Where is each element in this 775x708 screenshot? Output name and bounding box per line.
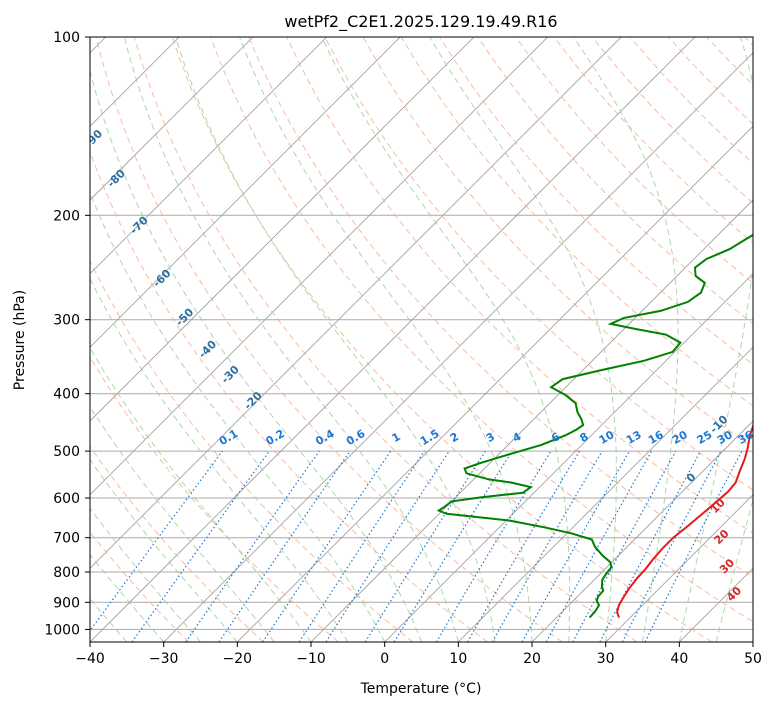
mixing-ratio-line [262,450,392,642]
isotherm-line [384,273,753,642]
isotherm-line [90,37,254,201]
dry-adiabat-line [133,37,638,642]
y-tick-label: 700 [53,531,80,547]
moist-adiabats [90,37,753,642]
mixing-ratio-line [572,450,677,642]
isotherm-line [237,125,753,642]
y-tick-label: 100 [53,30,80,46]
y-tick-label: 500 [53,444,80,460]
chart-title: wetPf2_C2E1.2025.129.19.49.R16 [284,12,557,32]
dry-adiabat-line [171,37,712,642]
dry-adiabat-line [90,356,339,642]
mixing-ratio-line [131,450,270,642]
isotherm-line [90,37,327,275]
isotherm-line [605,494,753,642]
x-tick-label: 30 [597,651,615,667]
plot-area: 0.10.20.40.611.52346810131620253036-100-… [90,37,756,642]
moist-adiabat-line [715,497,753,642]
moist-adiabat-line [678,37,753,642]
moist-adiabat-line [175,37,496,642]
isotherm-grid [90,37,753,642]
moist-adiabat-line [90,458,238,642]
x-tick-label: −10 [296,651,326,667]
moist-adiabat-line [90,346,312,642]
dry-adiabat-line [324,37,753,491]
plot-frame [89,36,754,643]
isotherm-line [90,37,475,422]
y-tick-label: 300 [53,313,80,329]
y-axis-label: Pressure (hPa) [12,290,28,390]
isotherm-line [90,37,622,569]
moist-adiabat-line [90,191,386,642]
moist-adiabat-line [90,553,165,642]
isotherm-line [90,37,401,348]
moist-adiabat-line [123,37,459,642]
mixing-ratio-line [298,450,425,642]
dry-adiabat-line [515,37,753,284]
mixing-ratio-line [185,450,320,642]
dry-adiabat-line [90,259,414,642]
mixing-ratio-line [90,450,223,632]
moist-adiabat-line [429,37,617,642]
mixing-ratio-line [545,450,653,642]
mixing-ratio-line [521,450,631,642]
x-axis-ticks: −40 −30 −20 −10 0 10 20 30 40 50 [75,642,762,667]
mixing-ratio-line [393,450,513,642]
x-tick-label: −30 [149,651,179,667]
isotherm-line [163,52,753,642]
mixing-ratio-line [218,450,351,642]
moist-adiabat-line [321,37,571,642]
y-tick-label: 1000 [44,622,80,638]
isotherm-line [90,37,548,496]
dry-adiabat-line [248,37,753,578]
y-tick-label: 600 [53,491,80,507]
y-tick-label: 400 [53,387,80,403]
moist-adiabat-line [90,507,201,642]
x-tick-label: −20 [223,651,253,667]
isotherm-line [531,420,753,642]
isotherm-line [458,346,753,642]
y-tick-label: 900 [53,595,80,611]
dry-adiabat-line [286,37,753,534]
moist-adiabat-line [573,37,679,642]
x-tick-label: 40 [670,651,688,667]
dewpoint-profile-line [436,233,753,619]
sounding-series [436,233,753,619]
mixing-ratio-line [644,450,743,642]
dry-adiabat-line [90,445,264,642]
moist-adiabat-line [90,68,422,642]
y-axis-ticks: 100 200 300 400 500 600 700 800 900 1000 [44,30,90,638]
x-tick-label: −40 [75,651,105,667]
mixing-ratio-lines [90,450,743,642]
moist-adiabat-line [90,597,128,642]
x-tick-label: 50 [744,651,762,667]
y-tick-label: 800 [53,565,80,581]
x-axis-label: Temperature (°C) [360,681,482,697]
moist-adiabat-line [239,37,533,642]
temperature-profile-line [616,423,753,618]
x-tick-label: 20 [523,651,541,667]
dry-adiabats [90,37,753,642]
x-tick-label: 10 [449,651,467,667]
mixing-ratio-label: 36 [736,428,756,447]
mixing-ratio-line [325,450,450,642]
y-tick-label: 200 [53,208,80,224]
dry-adiabat-line [210,37,753,623]
moist-adiabat-line [90,277,349,642]
moist-adiabat-line [90,405,275,642]
dry-adiabat-line [95,37,563,642]
x-tick-label: 0 [380,651,389,667]
